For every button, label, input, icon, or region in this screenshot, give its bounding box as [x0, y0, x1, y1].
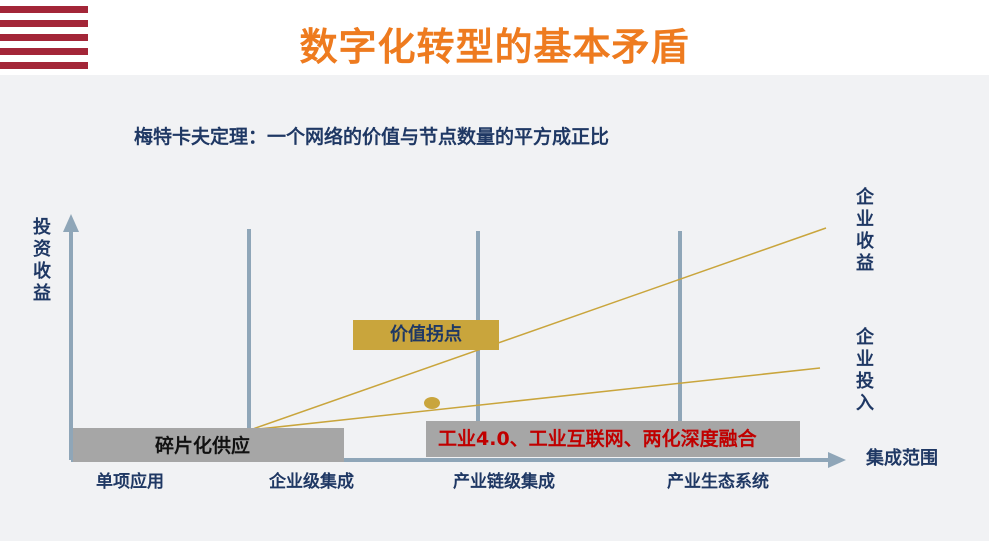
inflection-label: 价值拐点: [353, 320, 499, 350]
stage-label-3: 产业链级集成: [453, 472, 555, 492]
logo-stripes: [0, 6, 88, 70]
revenue-curve-label: 企业收益: [856, 187, 874, 274]
inflection-point: [424, 397, 440, 409]
investment-curve-label: 企业投入: [856, 327, 874, 414]
y-axis-arrow: [63, 214, 79, 232]
x-axis-arrow: [828, 452, 846, 468]
stage-label-1: 单项应用: [96, 472, 164, 492]
subtitle: 梅特卡夫定理：一个网络的价值与节点数量的平方成正比: [134, 126, 610, 148]
investment-curve: [249, 367, 821, 431]
stage-label-2: 企业级集成: [269, 472, 354, 492]
x-axis-label: 集成范围: [866, 448, 938, 469]
revenue-curve: [249, 227, 827, 431]
industry-integration-box: 工业4.0、工业互联网、两化深度融合: [426, 421, 800, 457]
stage-label-4: 产业生态系统: [667, 472, 769, 492]
fragmented-supply-box: 碎片化供应: [73, 428, 344, 462]
y-axis-label: 投资收益: [33, 217, 51, 304]
page-title: 数字化转型的基本矛盾: [299, 25, 690, 69]
